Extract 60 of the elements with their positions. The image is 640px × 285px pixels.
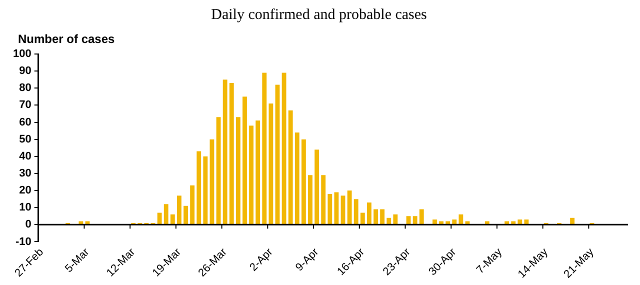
bar <box>294 132 300 224</box>
y-tick-label: 0 <box>25 218 32 231</box>
y-tick-label: 10 <box>19 202 32 214</box>
bar <box>157 212 162 224</box>
y-tick-label: 60 <box>19 116 32 128</box>
bar <box>177 196 182 224</box>
bar <box>210 139 214 224</box>
bar <box>406 216 411 224</box>
bar <box>216 117 221 224</box>
y-axis-title: Number of cases <box>18 32 115 46</box>
bar <box>184 206 188 224</box>
y-tick-label: -10 <box>15 236 32 248</box>
bar <box>249 126 254 224</box>
bar <box>164 204 168 224</box>
bar <box>374 209 378 224</box>
y-tick-label: 40 <box>19 150 32 162</box>
bar <box>203 156 208 224</box>
y-tick-label: 20 <box>19 184 32 197</box>
bar <box>301 139 306 224</box>
y-tick-label: 70 <box>19 99 32 112</box>
bar <box>190 185 195 224</box>
bar <box>170 214 175 224</box>
y-tick-label: 50 <box>19 133 32 146</box>
bar <box>321 175 326 224</box>
bar <box>354 199 358 224</box>
y-tick-label: 100 <box>12 48 32 60</box>
y-tick-label: 80 <box>19 82 32 94</box>
bar <box>412 216 418 224</box>
bar <box>222 80 228 224</box>
y-tick-label: 30 <box>19 167 32 180</box>
bar <box>275 84 280 224</box>
bar <box>432 220 437 224</box>
bar <box>419 209 424 224</box>
bar <box>570 218 575 224</box>
bar <box>393 214 398 224</box>
bar <box>196 151 202 224</box>
bar <box>334 192 339 224</box>
bar <box>268 103 274 224</box>
bar <box>518 220 522 224</box>
bar <box>524 220 529 224</box>
bar <box>308 175 312 224</box>
bar <box>236 117 240 224</box>
bar <box>282 72 286 224</box>
bar <box>367 202 372 224</box>
chart-title: Daily confirmed and probable cases <box>211 6 428 23</box>
bar <box>452 220 457 224</box>
bar <box>386 218 392 224</box>
bar <box>262 72 267 224</box>
bar <box>458 214 464 224</box>
bar <box>256 120 260 224</box>
bar <box>288 110 293 224</box>
bar <box>242 96 247 224</box>
y-tick-label: 90 <box>19 65 32 78</box>
bar <box>360 212 365 224</box>
bar <box>340 196 346 224</box>
bar <box>328 194 332 224</box>
bar <box>380 209 385 224</box>
bar <box>314 150 320 224</box>
bar <box>229 83 234 224</box>
bar <box>347 190 352 224</box>
